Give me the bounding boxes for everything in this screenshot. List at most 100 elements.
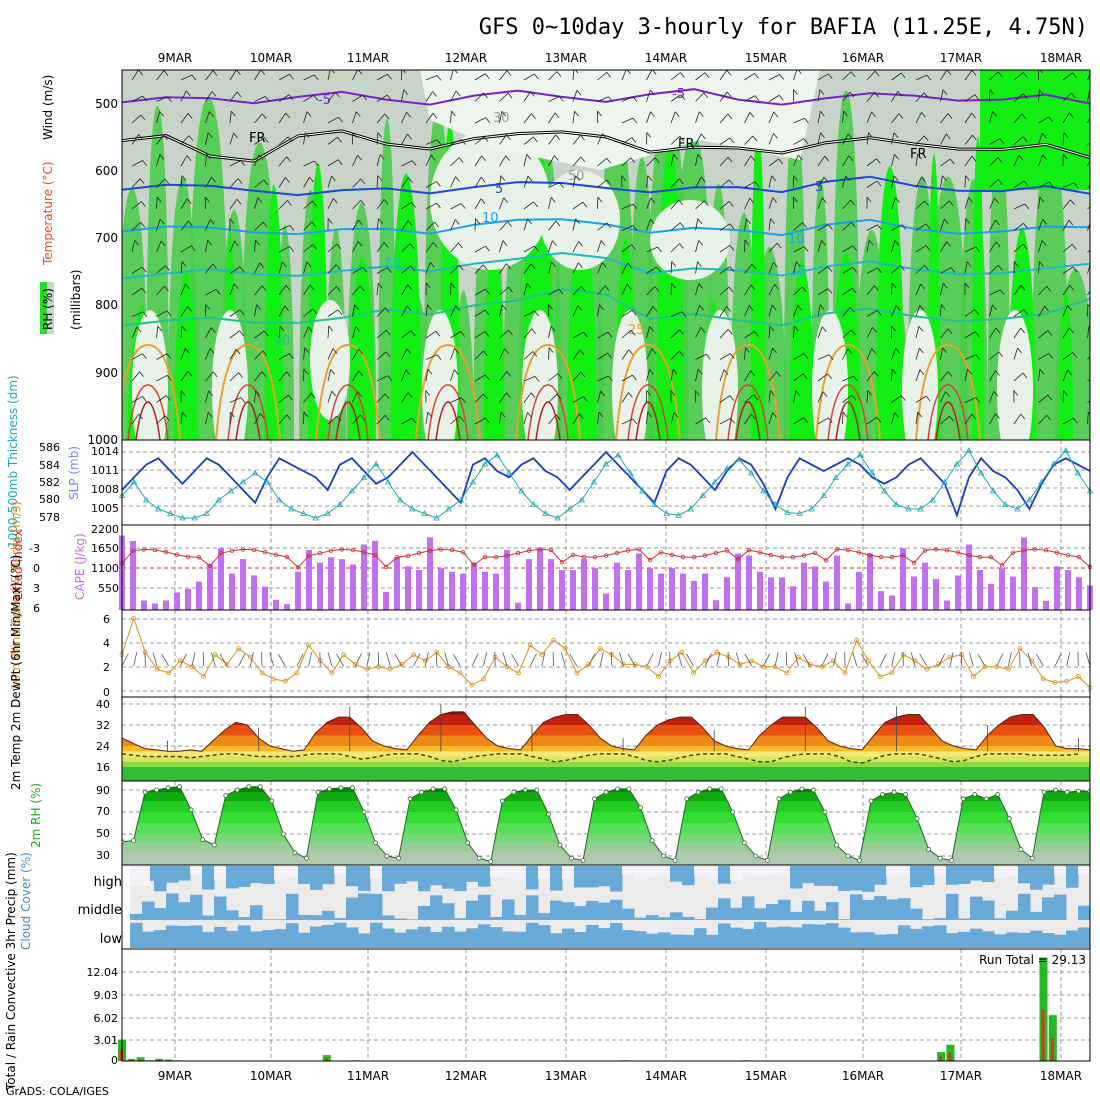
cloud-high	[550, 866, 563, 891]
hot-contour	[627, 384, 669, 440]
wind-barb	[548, 155, 555, 167]
wind-barb	[597, 72, 608, 81]
rh-point	[926, 847, 932, 852]
bottom-date-label: 11MAR	[347, 1069, 389, 1083]
wind-barb	[597, 352, 608, 360]
cloud-high	[910, 866, 923, 888]
cloud-high	[958, 866, 971, 884]
wind-barb	[385, 652, 391, 667]
wind-barb	[511, 653, 519, 667]
cloud-low	[526, 922, 539, 948]
wind-barb	[793, 353, 805, 360]
wind-barb-flag	[917, 153, 922, 160]
cape-bar	[746, 555, 752, 610]
wind-barb-flag	[303, 368, 309, 375]
wind-barb-flag	[285, 112, 290, 119]
cloud-high	[1018, 866, 1031, 884]
cloud-middle	[694, 919, 707, 920]
wind-barb	[156, 326, 159, 339]
li-point	[284, 554, 290, 560]
wind-barb-flag	[500, 175, 506, 181]
wind-barb	[940, 391, 946, 403]
wind-speed-point	[621, 662, 626, 667]
cloud-low	[970, 928, 983, 948]
wind-barb-flag	[357, 241, 363, 247]
cloud-high	[490, 866, 503, 877]
wind-barb-flag	[233, 132, 238, 139]
wind-barb	[336, 653, 344, 667]
wind-barb-flag	[237, 178, 243, 184]
wind-barb-flag	[383, 242, 389, 248]
wind-barb	[646, 197, 652, 210]
wind-barb-flag	[181, 175, 187, 181]
wind-barb-flag	[385, 330, 391, 336]
wind-barb	[499, 92, 509, 102]
wind-barb-flag	[673, 154, 678, 160]
wind-barb-flag	[947, 113, 953, 119]
wind-speed-point	[387, 666, 393, 672]
hot-contour	[927, 384, 969, 440]
wind-barb-flag	[185, 283, 190, 290]
wind-barb	[180, 326, 183, 339]
wind-barb-flag	[402, 70, 406, 74]
wind-barb	[376, 242, 385, 253]
wind-barb	[303, 261, 308, 274]
thickness-point	[360, 474, 368, 480]
wind-barb	[744, 263, 753, 274]
wind-barb	[866, 371, 875, 382]
wind-barb	[394, 653, 403, 667]
wind-barb-flag	[652, 306, 658, 312]
wind-barb-flag	[559, 182, 564, 188]
wind-barb	[278, 261, 283, 274]
wind-barb-flag	[485, 417, 490, 424]
wind-barb-flag	[483, 136, 489, 142]
wind-barb-flag	[530, 91, 535, 97]
wind-barb	[548, 71, 558, 81]
cloud-middle	[670, 912, 683, 920]
wind-speed-point	[1006, 666, 1011, 672]
rh-point	[684, 796, 690, 802]
cloud-cover-panel: high middle low Cloud Cover (%)	[19, 852, 1091, 950]
wind-barb	[670, 350, 680, 360]
wind-speed-point	[341, 652, 347, 658]
wind-barb-flag	[872, 327, 877, 333]
rh-band	[122, 851, 1090, 865]
wind-barb-flag	[575, 70, 579, 74]
wind-barb	[450, 242, 459, 253]
wind-barb	[964, 397, 977, 403]
wind-barb	[619, 652, 624, 667]
wind-barb-flag	[770, 390, 775, 396]
rh-point	[753, 853, 759, 859]
wind-barb	[499, 134, 507, 145]
wind-barb-flag	[627, 262, 632, 269]
wind-barb	[768, 412, 773, 425]
wind-barb-flag	[455, 305, 461, 311]
wind-barb	[842, 71, 852, 81]
wind-grid	[122, 610, 1090, 697]
wind-barb-flag	[697, 218, 703, 224]
wind-barb	[180, 371, 189, 382]
wind-barb	[452, 653, 461, 667]
cloud-low	[418, 926, 431, 948]
upper-wind-barbs	[131, 70, 1090, 425]
wind-barb-flag	[180, 390, 186, 396]
wind-barb-flag	[947, 371, 953, 377]
wind-barb-flag	[729, 395, 735, 401]
li-point	[592, 555, 598, 560]
li-point	[878, 554, 884, 560]
wind-barb-flag	[771, 304, 777, 311]
wind-barb-flag	[530, 392, 536, 399]
wind-barb	[352, 304, 356, 317]
wind-barb	[915, 369, 921, 382]
temp-line	[122, 711, 1090, 752]
cloud-middle	[262, 919, 275, 920]
wind-barb	[646, 70, 653, 81]
wind-barb	[744, 135, 754, 145]
cloud-high	[526, 866, 539, 890]
wind-barb	[548, 414, 557, 425]
wind-barb-flag	[918, 326, 924, 332]
wind-barb	[303, 284, 311, 296]
wind-barb	[572, 371, 582, 382]
wind-barb-flag	[156, 196, 162, 203]
cape-bar	[1043, 600, 1049, 610]
